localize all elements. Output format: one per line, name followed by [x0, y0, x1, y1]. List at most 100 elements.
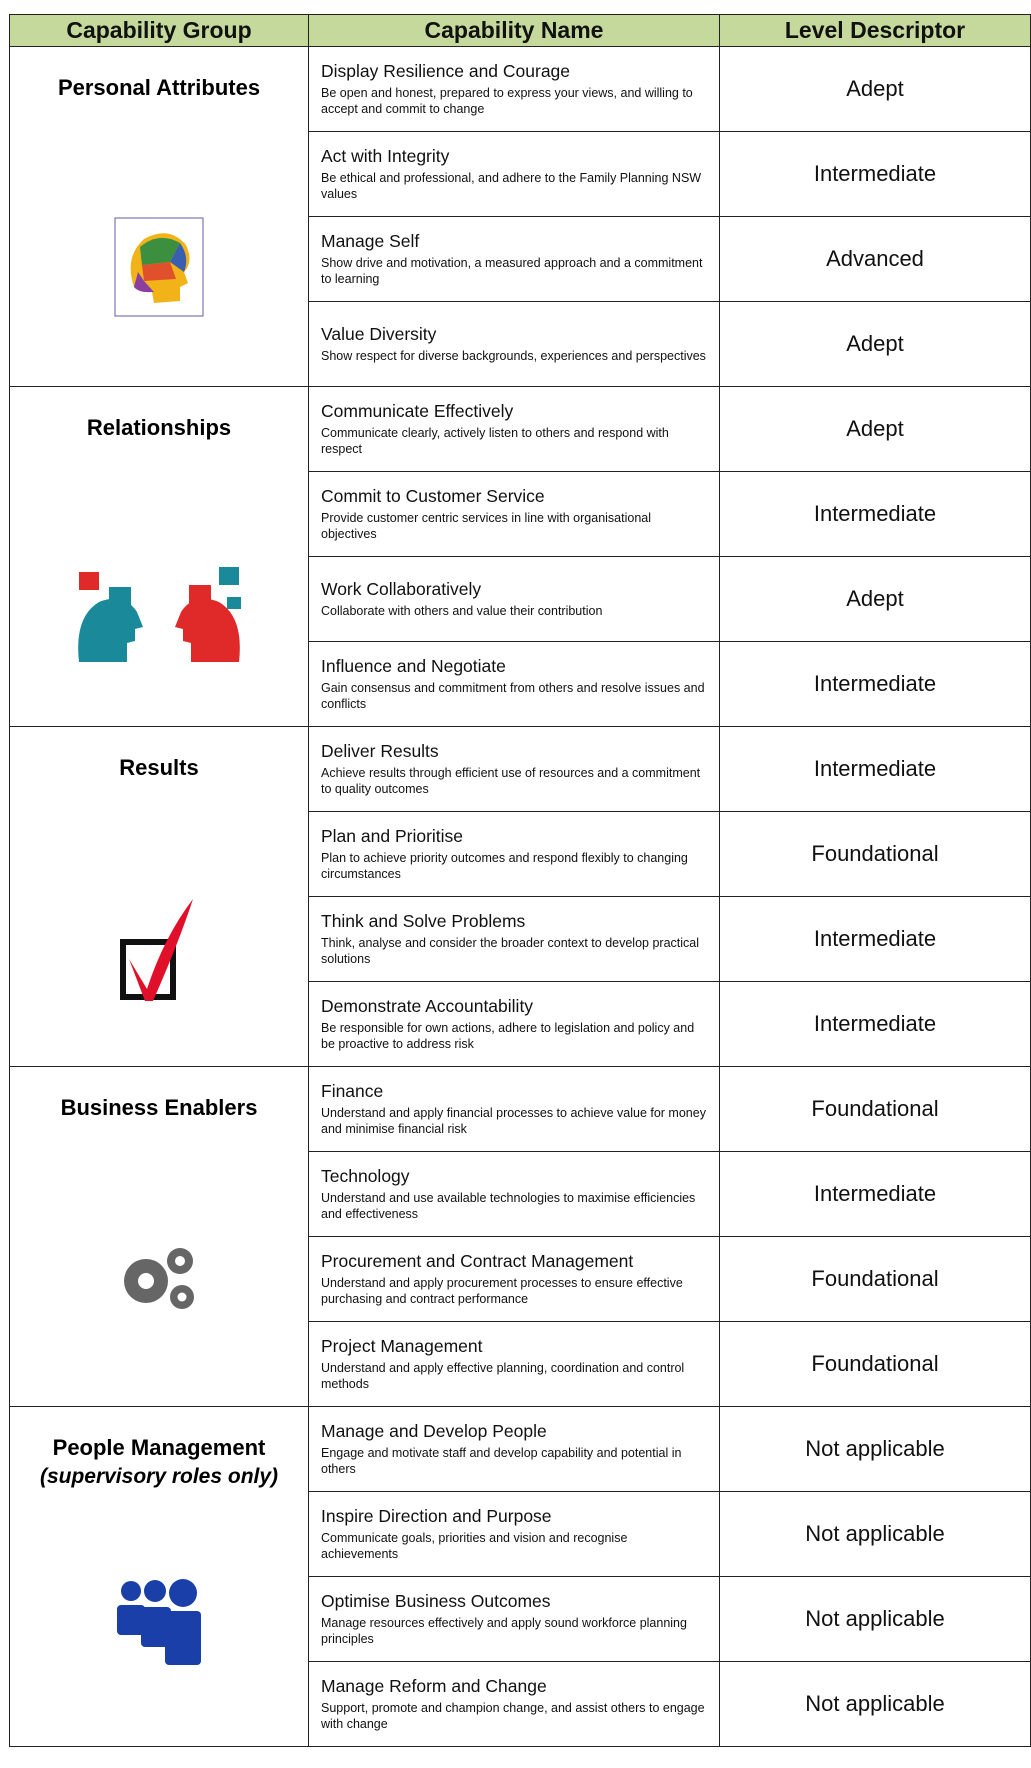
table-row: Results Deliver Results Achieve results th…: [9, 726, 1031, 1067]
capability-description: Manage resources effectively and apply s…: [321, 1615, 687, 1646]
level-cell: Not applicable: [719, 1661, 1031, 1747]
level-cell: Adept: [719, 556, 1031, 642]
capability-name: Work Collaboratively: [321, 578, 482, 599]
level-cell: Adept: [719, 301, 1031, 387]
capability-cell: Optimise Business Outcomes Manage resourc…: [308, 1576, 720, 1662]
group-name: Personal Attributes: [57, 75, 261, 100]
capability-name: Optimise Business Outcomes: [321, 1590, 551, 1611]
capability-description: Show drive and motivation, a measured ap…: [321, 255, 703, 286]
level-cell: Adept: [719, 46, 1031, 132]
capability-cell: Manage Reform and Change Support, promote…: [308, 1661, 720, 1747]
capability-name: Procurement and Contract Management: [321, 1250, 634, 1271]
group-icon: [10, 1577, 308, 1672]
capability-name: Influence and Negotiate: [321, 655, 506, 676]
group-name: Relationships: [86, 415, 232, 440]
table-row: Manage Reform and Change Support, promote…: [10, 1661, 1031, 1747]
table-row: Influence and Negotiate Gain consensus an…: [10, 641, 1031, 727]
table-row: Value Diversity Show respect for diverse …: [10, 301, 1031, 387]
level-cell: Adept: [719, 386, 1031, 472]
level-cell: Intermediate: [719, 471, 1031, 557]
capability-description: Be open and honest, prepared to express …: [321, 85, 693, 116]
capability-name: Manage Reform and Change: [321, 1675, 547, 1696]
capability-cell: Deliver Results Achieve results through e…: [308, 726, 720, 812]
capability-cell: Inspire Direction and Purpose Communicate…: [308, 1491, 720, 1577]
level-cell: Intermediate: [719, 131, 1031, 217]
group-icon: [10, 217, 308, 322]
capability-cell: Communicate Effectively Communicate clear…: [308, 386, 720, 472]
capability-description: Understand and apply financial processes…: [321, 1105, 706, 1136]
level-cell: Intermediate: [719, 981, 1031, 1067]
capability-cell: Work Collaboratively Collaborate with oth…: [308, 556, 720, 642]
table-row: Technology Understand and use available t…: [10, 1151, 1031, 1237]
capability-cell: Technology Understand and use available t…: [308, 1151, 720, 1237]
group-name: Business Enablers: [60, 1095, 258, 1120]
group-cell: Personal Attributes: [9, 46, 309, 387]
capability-description: Show respect for diverse backgrounds, ex…: [321, 348, 706, 363]
group-icon: [10, 557, 308, 672]
table-row: Project Management Understand and apply e…: [10, 1321, 1031, 1407]
table-row: Relationships Communicate Effectively Comm…: [9, 386, 1031, 727]
capability-cell: Finance Understand and apply financial pr…: [308, 1066, 720, 1152]
capability-description: Communicate goals, priorities and vision…: [321, 1530, 628, 1561]
table-row: People Management (supervisory roles only…: [9, 1406, 1031, 1747]
capability-description: Understand and apply effective planning,…: [321, 1360, 685, 1391]
capability-description: Understand and apply procurement process…: [321, 1275, 683, 1306]
capability-cell: Demonstrate Accountability Be responsible…: [308, 981, 720, 1067]
capability-description: Think, analyse and consider the broader …: [321, 935, 700, 966]
level-cell: Intermediate: [719, 726, 1031, 812]
header-cell: Level Descriptor: [719, 14, 1031, 47]
capability-description: Engage and motivate staff and develop ca…: [321, 1445, 682, 1476]
capability-cell: Manage and Develop People Engage and moti…: [308, 1406, 720, 1492]
header-cell: Capability Group: [9, 14, 309, 47]
capability-name: Deliver Results: [321, 740, 439, 761]
capability-description: Plan to achieve priority outcomes and re…: [321, 850, 688, 881]
capability-name: Demonstrate Accountability: [321, 995, 534, 1016]
capability-name: Act with Integrity: [321, 145, 450, 166]
capability-name: Commit to Customer Service: [321, 485, 545, 506]
group-cell: Relationships: [9, 386, 309, 727]
capability-name: Manage and Develop People: [321, 1420, 547, 1441]
capability-table: Capability Group Capability Name Level D…: [9, 14, 1031, 1747]
capability-cell: Commit to Customer Service Provide custom…: [308, 471, 720, 557]
header-row: Capability Group Capability Name Level D…: [9, 14, 1031, 47]
level-cell: Advanced: [719, 216, 1031, 302]
capability-description: Support, promote and champion change, an…: [321, 1700, 705, 1731]
capability-name: Plan and Prioritise: [321, 825, 464, 846]
level-cell: Intermediate: [719, 641, 1031, 727]
capability-name: Inspire Direction and Purpose: [321, 1505, 552, 1526]
table-row: Personal Attributes Display Resilience an…: [9, 46, 1031, 387]
capability-name: Finance: [321, 1080, 384, 1101]
capability-cell: Display Resilience and Courage Be open an…: [308, 46, 720, 132]
level-cell: Foundational: [719, 1066, 1031, 1152]
capability-cell: Manage Self Show drive and motivation, a …: [308, 216, 720, 302]
level-cell: Foundational: [719, 1321, 1031, 1407]
group-cell: People Management (supervisory roles only…: [9, 1406, 309, 1747]
level-cell: Not applicable: [719, 1576, 1031, 1662]
capability-description: Gain consensus and commitment from other…: [321, 680, 705, 711]
capability-cell: Think and Solve Problems Think, analyse a…: [308, 896, 720, 982]
capability-description: Understand and use available technologie…: [321, 1190, 696, 1221]
capability-cell: Project Management Understand and apply e…: [308, 1321, 720, 1407]
group-cell: Business Enablers: [9, 1066, 309, 1407]
capability-cell: Act with Integrity Be ethical and profess…: [308, 131, 720, 217]
capability-cell: Procurement and Contract Management Under…: [308, 1236, 720, 1322]
level-cell: Foundational: [719, 811, 1031, 897]
table-row: Think and Solve Problems Think, analyse a…: [10, 896, 1031, 982]
capability-description: Provide customer centric services in lin…: [321, 510, 652, 541]
level-cell: Not applicable: [719, 1491, 1031, 1577]
capability-cell: Influence and Negotiate Gain consensus an…: [308, 641, 720, 727]
capability-name: Display Resilience and Courage: [321, 60, 571, 81]
group-cell: Results: [9, 726, 309, 1067]
table-row: Demonstrate Accountability Be responsible…: [10, 981, 1031, 1067]
capability-name: Value Diversity: [321, 323, 437, 344]
table-row: Plan and Prioritise Plan to achieve prior…: [10, 811, 1031, 897]
level-cell: Intermediate: [719, 1151, 1031, 1237]
capability-name: Think and Solve Problems: [321, 910, 526, 931]
table-body: Personal Attributes Display Resilience an…: [9, 46, 1031, 1747]
level-cell: Intermediate: [719, 896, 1031, 982]
level-cell: Foundational: [719, 1236, 1031, 1322]
capability-description: Be ethical and professional, and adhere …: [321, 170, 702, 201]
group-icon: [10, 897, 308, 1012]
capability-name: Project Management: [321, 1335, 483, 1356]
